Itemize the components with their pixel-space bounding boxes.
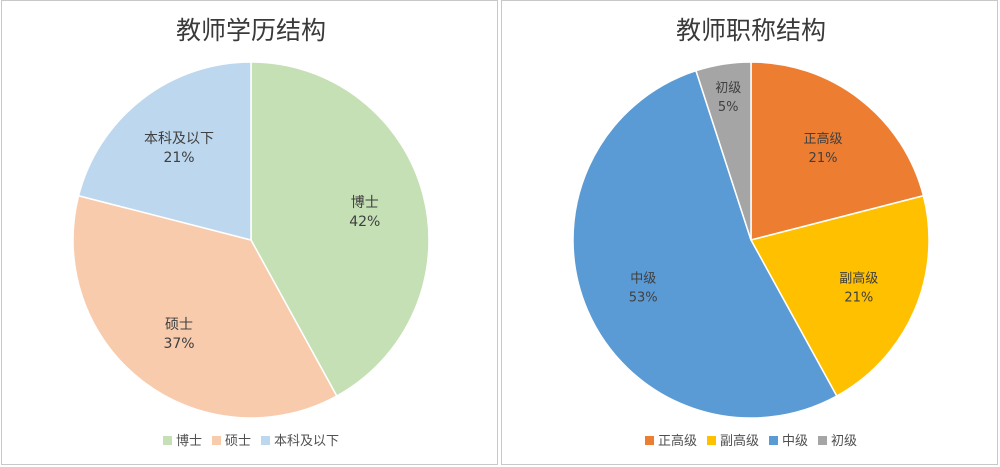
title-slice-percent-2: 53% bbox=[629, 291, 658, 306]
title-legend-swatch-0 bbox=[645, 436, 654, 445]
education-slice-percent-2: 21% bbox=[163, 150, 194, 166]
title-slice-2 bbox=[572, 69, 838, 419]
chart-title: 教师学历结构 bbox=[176, 16, 326, 45]
title-slice-label-3: 初级 bbox=[715, 81, 741, 96]
education-legend-swatch-1 bbox=[212, 436, 221, 445]
education-slice-label-1: 硕士 bbox=[165, 317, 193, 333]
education-legend-label-2: 本科及以下 bbox=[274, 434, 339, 449]
education-legend-label-1: 硕士 bbox=[225, 434, 251, 449]
education-slice-label-0: 博士 bbox=[351, 194, 379, 211]
title-legend-label-1: 副高级 bbox=[720, 433, 759, 449]
education-slice-label-2: 本科及以下 bbox=[144, 131, 214, 147]
education-slice-percent-0: 42% bbox=[349, 214, 380, 230]
title-slice-3 bbox=[695, 61, 752, 241]
education-chart-panel: 教师学历结构 博士 42% 硕士 37% 本科及以下 21% 博士 硕士 本科及以下 bbox=[1, 0, 498, 465]
education-slice-1 bbox=[72, 194, 338, 419]
title-legend-swatch-3 bbox=[818, 436, 827, 445]
education-slice-2 bbox=[77, 61, 252, 241]
title-legend-label-2: 中级 bbox=[782, 434, 808, 449]
education-legend-swatch-0 bbox=[163, 436, 172, 445]
title-slice-1 bbox=[749, 194, 930, 397]
title-legend-label-3: 初级 bbox=[831, 434, 857, 449]
title-legend-swatch-2 bbox=[769, 436, 778, 445]
education-legend: 博士 硕士 本科及以下 bbox=[163, 434, 339, 449]
education-slice-percent-1: 37% bbox=[163, 336, 194, 352]
chart-title: 教师职称结构 bbox=[676, 16, 826, 45]
title-slice-0 bbox=[750, 61, 925, 241]
title-slice-label-0: 正高级 bbox=[803, 131, 842, 147]
title-slice-label-2: 中级 bbox=[630, 272, 656, 287]
education-slice-0 bbox=[250, 61, 430, 397]
title-slice-label-1: 副高级 bbox=[839, 271, 878, 287]
title-chart-panel: 教师职称结构 正高级 21% 副高级 21% 中级 53% 初级 5% 正高级 副高级 中级 初级 bbox=[501, 0, 998, 465]
education-legend-label-0: 博士 bbox=[176, 434, 202, 449]
title-slice-percent-1: 21% bbox=[844, 291, 873, 306]
title-legend-swatch-1 bbox=[707, 436, 716, 445]
title-legend-label-0: 正高级 bbox=[658, 433, 697, 449]
education-legend-swatch-2 bbox=[261, 436, 270, 445]
title-slice-percent-0: 21% bbox=[809, 151, 838, 166]
title-legend: 正高级 副高级 中级 初级 bbox=[645, 433, 857, 449]
title-slice-percent-3: 5% bbox=[718, 100, 739, 115]
